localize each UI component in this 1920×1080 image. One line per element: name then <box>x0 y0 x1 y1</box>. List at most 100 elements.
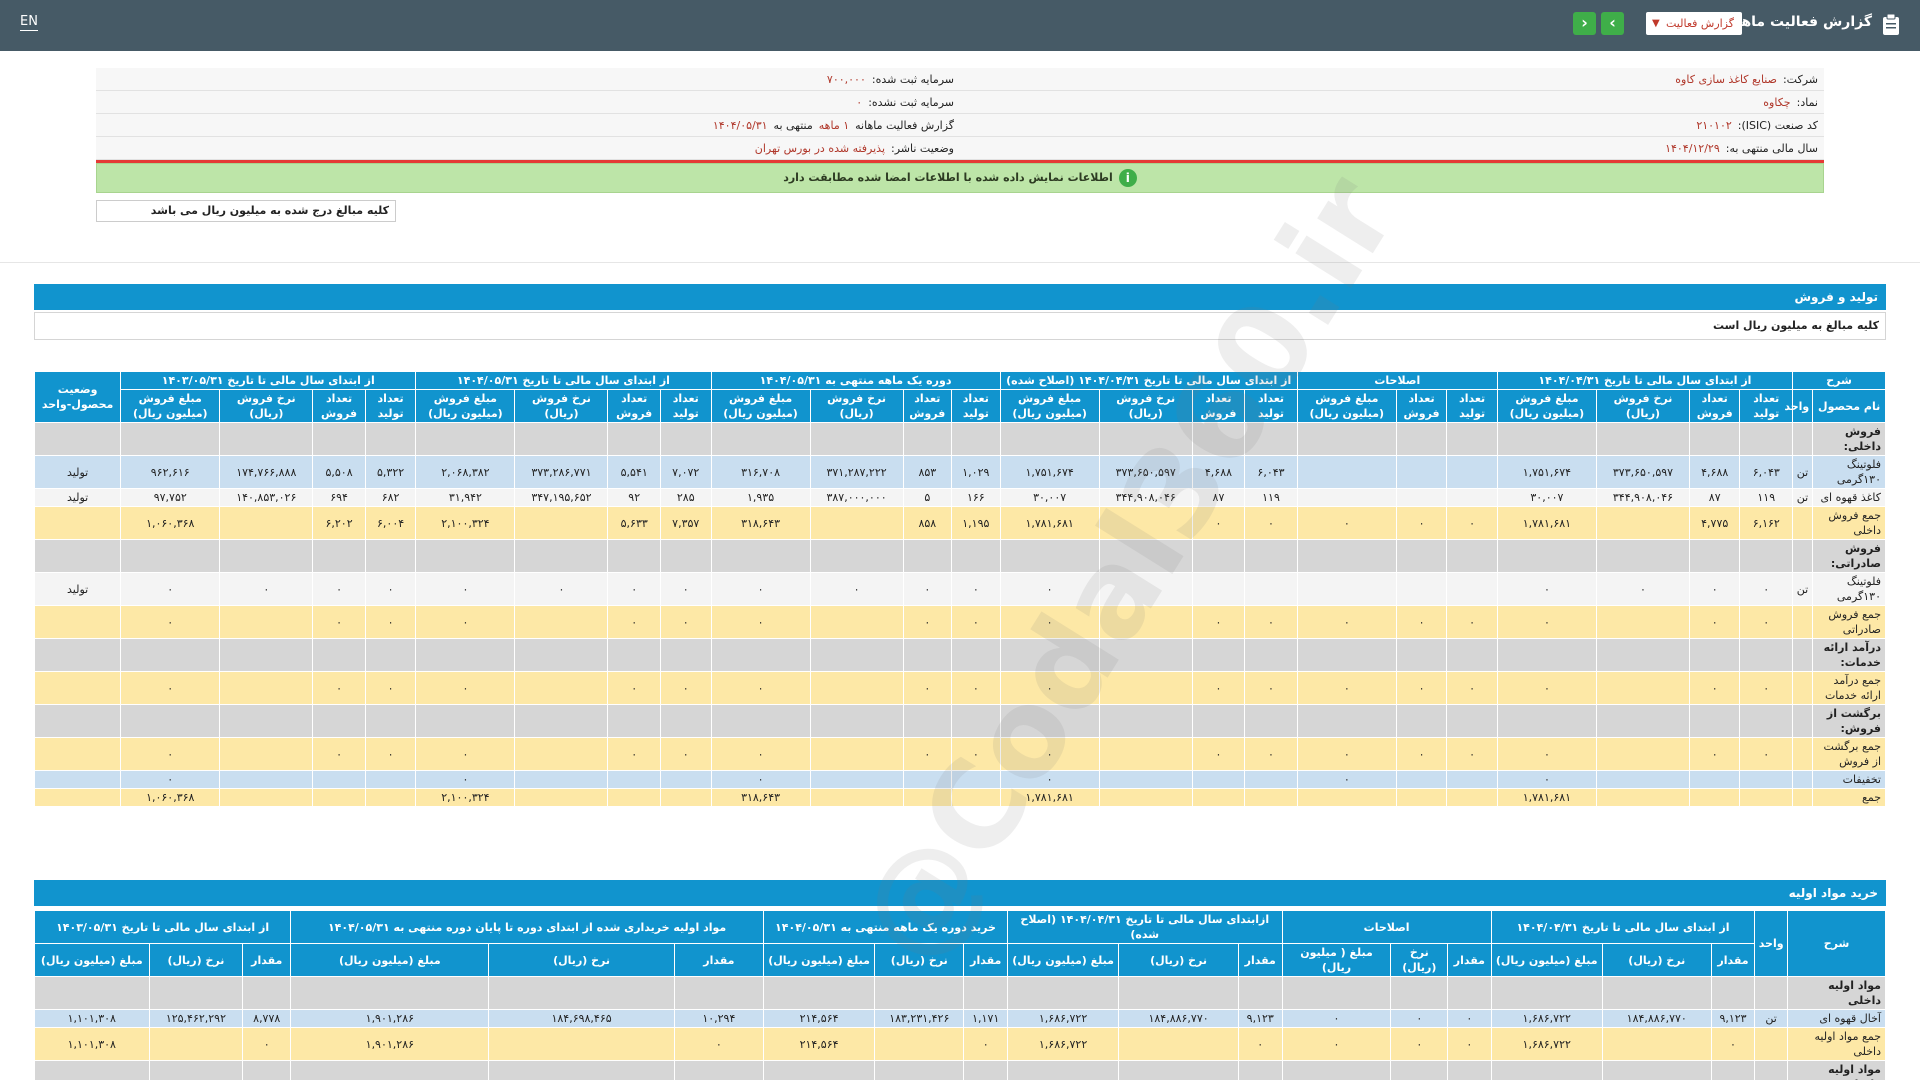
table-row: آخال قهوه ای تن ۹,۱۲۳ ۱۸۴,۸۸۶,۷۷۰ ۱,۶۸۶,۷۲۲ ۰… <box>34 1009 1887 1028</box>
table-cell <box>33 704 122 738</box>
table-cell <box>1244 770 1298 789</box>
table-cell: ۰ <box>1739 605 1794 639</box>
table-cell <box>1739 788 1794 807</box>
table-cell <box>1739 770 1794 789</box>
column-header: نام محصول <box>1812 389 1886 423</box>
table-cell <box>415 422 516 456</box>
table-cell <box>1098 572 1193 606</box>
table-cell <box>219 506 314 540</box>
table-cell <box>999 704 1100 738</box>
table-cell: ۰ <box>710 572 811 606</box>
table-cell: جمع <box>1812 788 1886 807</box>
table-cell: ۰ <box>1739 737 1794 771</box>
table-cell: ۰ <box>312 605 366 639</box>
section-header-production-sales: تولید و فروش <box>34 284 1886 310</box>
production-sales-table: شرح از ابتدای سال مالی تا تاریخ ۱۴۰۴/۰۴/… <box>33 371 1886 807</box>
table-cell <box>1595 638 1690 672</box>
table-cell <box>659 539 712 573</box>
table-cell: ۹۶۲,۶۱۶ <box>120 455 221 489</box>
table-cell: ۳۱۸,۶۴۳ <box>710 506 811 540</box>
table-cell: تولید <box>33 455 122 489</box>
table-cell: جمع مواد اولیه داخلی <box>1786 1027 1887 1061</box>
table-cell <box>33 671 122 705</box>
table-cell: ۱۸۴,۸۸۶,۷۷۰ <box>1118 1009 1239 1028</box>
table-cell <box>219 737 314 771</box>
table-cell <box>1601 1027 1712 1061</box>
col-group: از ابتدای سال مالی تا تاریخ ۱۴۰۳/۰۵/۳۱ <box>120 371 417 390</box>
report-type-value: گزارش فعالیت <box>1666 17 1734 30</box>
table-cell: ۳۸۷,۰۰۰,۰۰۰ <box>809 488 904 507</box>
table-cell: برگشت از فروش: <box>1812 704 1886 738</box>
table-cell: ۰ <box>710 671 811 705</box>
table-cell <box>1595 671 1690 705</box>
column-header: تعداد فروش <box>607 389 661 423</box>
column-header: تعداد فروش <box>1688 389 1741 423</box>
language-toggle[interactable]: EN <box>20 14 38 31</box>
column-header: تعداد تولید <box>951 389 1001 423</box>
company-value: صنایع کاغذ سازی کاوه <box>1675 72 1777 86</box>
table-cell <box>242 1060 292 1080</box>
info-row: کد صنعت (ISIC): ۲۱۰۱۰۲ گزارش فعالیت ماهان… <box>96 114 1824 137</box>
company-label: شرکت: <box>1782 72 1818 86</box>
table-cell: جمع فروش صادراتی <box>1812 605 1886 639</box>
table-cell: ۰ <box>951 572 1001 606</box>
table-cell <box>809 671 904 705</box>
table-cell <box>1595 539 1690 573</box>
table-cell <box>312 788 366 807</box>
table-cell: ۰ <box>902 605 953 639</box>
table-cell <box>1446 488 1498 507</box>
report-type-select[interactable]: گزارش فعالیت ▼ <box>1646 12 1742 35</box>
table-cell <box>1739 638 1794 672</box>
table-cell <box>1098 671 1193 705</box>
table-cell: ۵,۵۴۱ <box>607 455 661 489</box>
table-cell <box>1446 539 1498 573</box>
table-cell <box>1792 605 1814 639</box>
table-cell <box>219 788 314 807</box>
table-cell <box>659 770 712 789</box>
column-header: نرخ فروش (ریال) <box>514 389 609 423</box>
table-cell <box>488 1027 675 1061</box>
table-cell <box>902 788 953 807</box>
table-cell: ۳۰,۰۰۷ <box>1496 488 1597 507</box>
table-cell <box>951 770 1001 789</box>
table-cell: ۱,۱۰۱,۳۰۸ <box>34 1027 150 1061</box>
table-cell: ۰ <box>999 671 1100 705</box>
chevron-right-icon: › <box>1609 13 1616 32</box>
column-header: مقدار <box>1710 943 1756 977</box>
col-desc: شرح <box>1792 371 1886 390</box>
table-cell: ۰ <box>1688 572 1741 606</box>
table-cell <box>809 788 904 807</box>
table-cell <box>1688 704 1741 738</box>
column-header: تعداد فروش <box>1395 389 1448 423</box>
table-cell <box>1446 422 1498 456</box>
table-cell: ۶,۰۴۳ <box>1244 455 1298 489</box>
table-row: فلوتینگ ۱۳۰گرمی تن ۶,۰۴۳ ۴,۶۸۸ ۳۷۳,۶۵۰,۵۹۷ ۱,… <box>33 455 1886 489</box>
table-cell <box>33 770 122 789</box>
table-cell: ۱۱۹ <box>1244 488 1298 507</box>
table-cell: ۰ <box>1395 605 1448 639</box>
next-report-button[interactable]: › <box>1601 12 1624 35</box>
table-cell <box>514 539 609 573</box>
table-cell <box>1688 539 1741 573</box>
table-cell <box>1098 422 1193 456</box>
table-cell <box>1296 455 1397 489</box>
table-cell <box>219 638 314 672</box>
table-cell: ۲,۱۰۰,۳۲۴ <box>415 506 516 540</box>
table-cell: ۰ <box>1237 1027 1283 1061</box>
table-cell <box>659 788 712 807</box>
table-cell <box>902 770 953 789</box>
raw-materials-table: شرح واحد از ابتدای سال مالی تا تاریخ ۱۴۰… <box>33 910 1887 1080</box>
prev-report-button[interactable]: ‹ <box>1573 12 1596 35</box>
table-cell: تخفیفات <box>1812 770 1886 789</box>
table-cell: ۰ <box>1710 1027 1756 1061</box>
table-row: جمع برگشت از فروش ۰ ۰ ۰ ۰ ۰ ۰ ۰ ۰ ۰ ۰ ۰ ۰ ۰ ۰ ۰ ۰ ۰ ۰ <box>33 737 1886 771</box>
table-cell: ۳۰,۰۰۷ <box>999 488 1100 507</box>
table-cell: تن <box>1754 1009 1788 1028</box>
table-cell <box>1710 976 1756 1010</box>
table-cell <box>219 539 314 573</box>
table-cell <box>1395 704 1448 738</box>
table-cell <box>514 422 609 456</box>
table-cell: ۱,۷۵۱,۶۷۴ <box>1496 455 1597 489</box>
table-cell: ۱,۶۸۶,۷۲۲ <box>1006 1027 1120 1061</box>
table-cell: تولید <box>33 488 122 507</box>
